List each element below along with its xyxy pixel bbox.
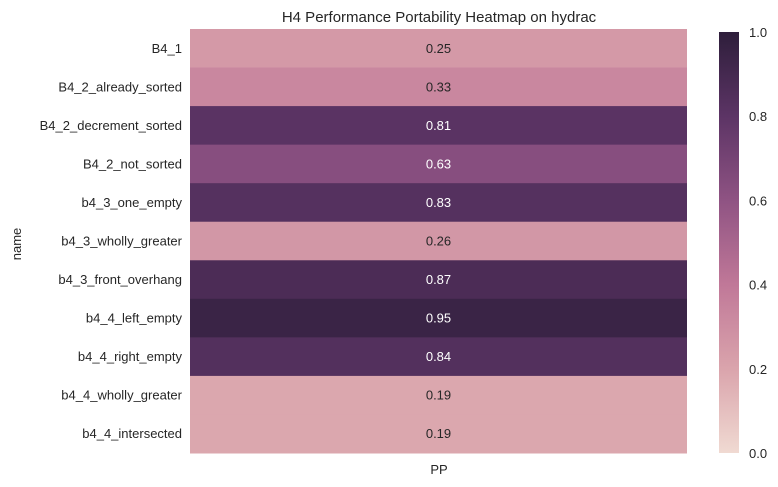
cell-value-label: 0.25 <box>426 41 451 56</box>
y-tick-label: B4_2_already_sorted <box>58 79 182 94</box>
y-tick-label: B4_2_not_sorted <box>83 156 182 171</box>
heatmap-cells: 0.25 0.33 0.81 0.63 0.83 0.26 0.87 0.95 0.84 0.19… <box>190 29 687 454</box>
heatmap-cell <box>190 337 687 377</box>
cell-value-label: 0.83 <box>426 195 451 210</box>
heatmap-cell <box>190 183 687 223</box>
heatmap-cell <box>190 298 687 338</box>
cell-value-label: 0.81 <box>426 118 451 133</box>
heatmap-cell <box>190 221 687 261</box>
colorbar-tick-label: 0.4 <box>749 278 767 293</box>
cell-value-label: 0.63 <box>426 156 451 171</box>
cell-value-label: 0.33 <box>426 79 451 94</box>
y-tick-label: b4_4_wholly_greater <box>61 388 182 403</box>
cell-value-label: 0.95 <box>426 311 451 326</box>
colorbar-tick-label: 1.0 <box>749 25 767 40</box>
y-tick-label: b4_4_intersected <box>82 426 182 441</box>
cell-value-label: 0.19 <box>426 388 451 403</box>
heatmap-cell <box>190 67 687 107</box>
cell-value-label: 0.19 <box>426 426 451 441</box>
cell-value-label: 0.87 <box>426 272 451 287</box>
y-tick-label: B4_1 <box>152 41 182 56</box>
heatmap-cell <box>190 375 687 415</box>
y-axis-label: name <box>9 228 24 261</box>
colorbar-tick-label: 0.8 <box>749 109 767 124</box>
cell-value-label: 0.26 <box>426 234 451 249</box>
colorbar <box>719 32 739 453</box>
heatmap-cell <box>190 106 687 146</box>
y-tick-labels: B4_1 B4_2_already_sorted B4_2_decrement_so… <box>40 41 183 441</box>
heatmap-cell <box>190 144 687 184</box>
x-tick-label: PP <box>430 462 447 477</box>
heatmap-cell <box>190 414 687 454</box>
y-tick-label: B4_2_decrement_sorted <box>40 118 182 133</box>
colorbar-ticks: 0.0 0.2 0.4 0.6 0.8 1.0 <box>749 25 767 461</box>
y-tick-label: b4_4_left_empty <box>86 311 183 326</box>
colorbar-tick-label: 0.2 <box>749 362 767 377</box>
heatmap-cell <box>190 260 687 300</box>
cell-value-label: 0.84 <box>426 349 451 364</box>
heatmap-cell <box>190 29 687 69</box>
colorbar-tick-label: 0.0 <box>749 446 767 461</box>
y-tick-label: b4_3_one_empty <box>82 195 183 210</box>
y-tick-label: b4_3_wholly_greater <box>61 234 182 249</box>
y-tick-label: b4_4_right_empty <box>78 349 183 364</box>
y-tick-label: b4_3_front_overhang <box>58 272 182 287</box>
chart-title: H4 Performance Portability Heatmap on hy… <box>282 9 597 26</box>
colorbar-tick-label: 0.6 <box>749 193 767 208</box>
